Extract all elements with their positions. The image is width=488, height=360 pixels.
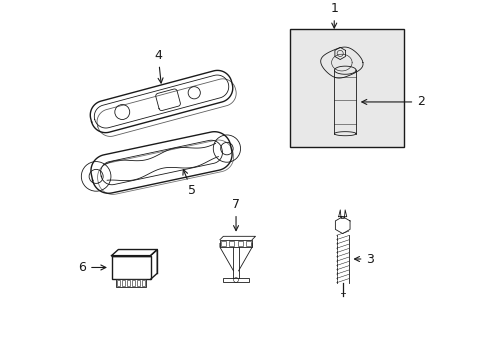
Bar <box>116 279 145 287</box>
Bar <box>132 280 135 286</box>
Bar <box>237 241 242 246</box>
Bar <box>223 278 248 282</box>
Bar <box>142 280 144 286</box>
Bar <box>122 280 125 286</box>
Bar <box>289 29 403 147</box>
Text: 5: 5 <box>183 170 196 198</box>
Bar <box>111 256 150 279</box>
Bar <box>137 280 140 286</box>
Text: 1: 1 <box>329 2 338 28</box>
Text: 7: 7 <box>232 198 240 231</box>
Bar <box>221 241 225 246</box>
Text: 6: 6 <box>78 261 105 274</box>
Text: 2: 2 <box>361 95 424 108</box>
Bar <box>246 241 251 246</box>
Bar <box>229 241 234 246</box>
Text: 3: 3 <box>354 252 373 266</box>
Bar <box>117 280 120 286</box>
Bar <box>127 280 130 286</box>
Bar <box>220 240 252 247</box>
Text: 4: 4 <box>154 49 163 83</box>
